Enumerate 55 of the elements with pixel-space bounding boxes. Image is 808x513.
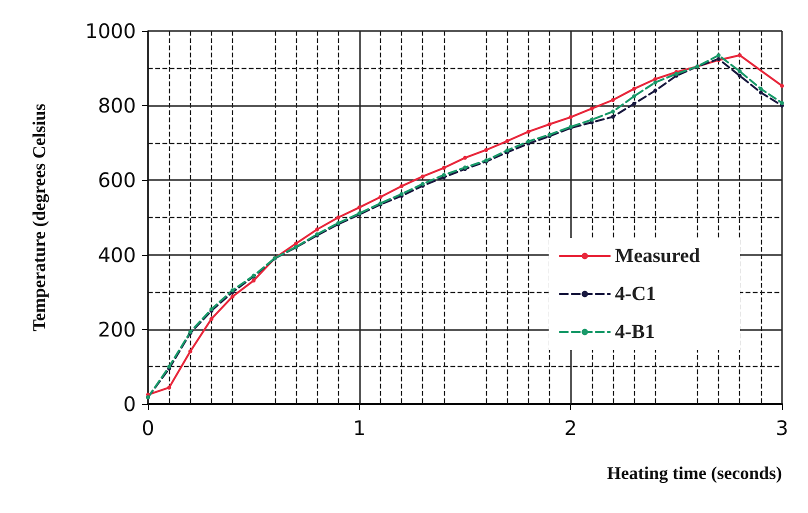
point: [526, 139, 530, 144]
legend-label: Measured: [614, 245, 700, 267]
point: [610, 98, 615, 102]
point: [590, 118, 594, 122]
point: [716, 53, 721, 58]
point: [632, 94, 636, 98]
x-tick-label: 3: [776, 416, 788, 440]
point: [780, 84, 784, 88]
point: [463, 156, 467, 160]
point: [252, 278, 256, 283]
point: [357, 205, 362, 210]
point: [653, 88, 658, 93]
y-axis-title: Temperature (degrees Celsius: [29, 104, 49, 332]
point: [294, 242, 298, 246]
point: [780, 100, 784, 105]
point: [442, 172, 446, 177]
x-tick-label: 1: [352, 416, 366, 440]
point: [315, 227, 320, 232]
point: [484, 148, 488, 152]
point: [400, 184, 404, 188]
point: [420, 174, 425, 178]
point: [653, 77, 658, 82]
x-tick-label: 0: [142, 416, 154, 440]
legend-label: 4-C1: [614, 283, 656, 305]
point: [378, 194, 382, 199]
point: [568, 115, 573, 120]
point: [738, 74, 742, 78]
point: [167, 386, 172, 390]
y-tick-label: 400: [98, 242, 136, 267]
point: [442, 166, 446, 170]
y-tick-label: 200: [98, 317, 136, 342]
legend-label: 4-B1: [614, 321, 655, 343]
y-tick-label: 800: [98, 94, 136, 118]
point: [632, 102, 636, 106]
y-tick-label: 1000: [85, 19, 136, 43]
point: [738, 53, 742, 58]
point: [758, 90, 763, 95]
point: [653, 80, 658, 84]
point: [336, 216, 340, 220]
point: [758, 86, 763, 91]
x-axis-title: Heating time (seconds): [607, 463, 782, 483]
point: [738, 69, 742, 74]
point: [505, 139, 510, 144]
point: [610, 110, 615, 114]
x-tick-label: 2: [564, 416, 578, 440]
y-tick-label: 600: [98, 168, 136, 192]
point: [610, 114, 615, 119]
point: [209, 316, 214, 321]
point: [230, 294, 235, 299]
point: [590, 106, 594, 111]
point: [548, 122, 552, 126]
y-tick-label: 0: [123, 392, 136, 416]
point: [632, 86, 636, 91]
point: [188, 349, 192, 354]
point: [526, 130, 530, 134]
